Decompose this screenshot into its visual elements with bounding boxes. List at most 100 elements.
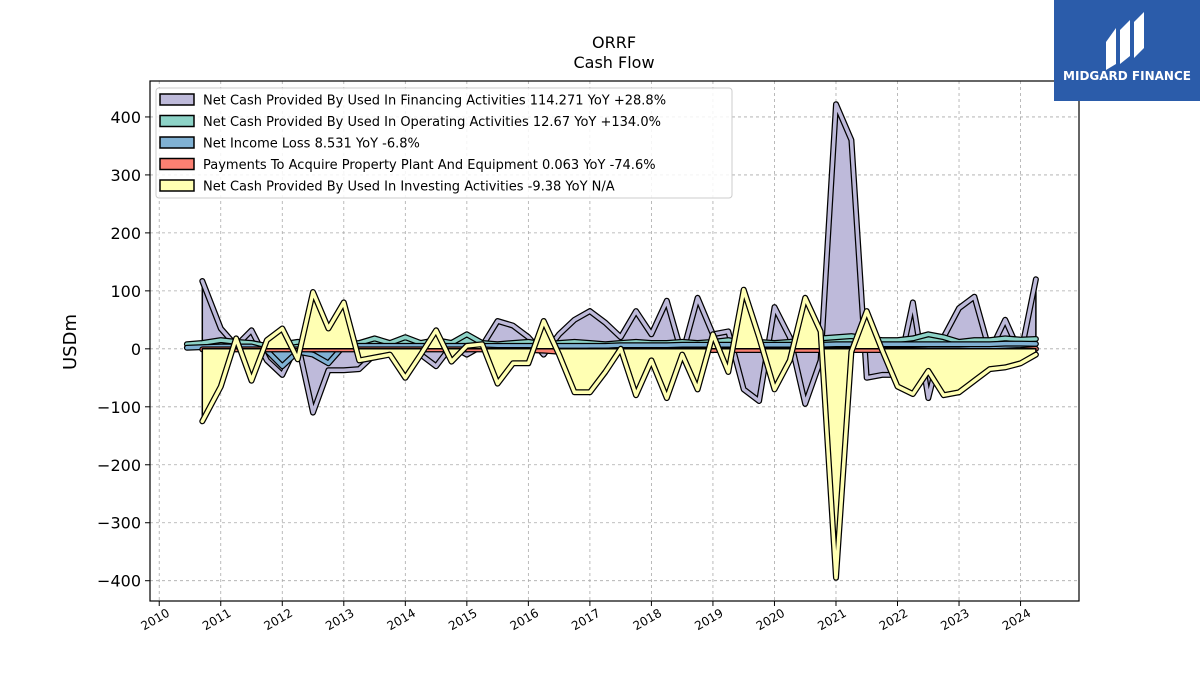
data-point	[804, 402, 807, 406]
data-point	[834, 343, 838, 346]
data-point	[927, 333, 930, 336]
y-tick-label: −400	[97, 572, 141, 591]
legend-entry: Net Income Loss 8.531 YoY -6.8%	[203, 137, 420, 152]
data-point	[834, 103, 838, 106]
data-point	[573, 318, 576, 321]
x-tick-label: 2024	[1000, 606, 1033, 633]
data-point	[327, 362, 330, 365]
data-point	[201, 279, 204, 283]
data-point	[373, 337, 376, 340]
data-point	[973, 295, 976, 298]
data-point	[927, 396, 930, 400]
data-point	[1034, 278, 1038, 281]
data-point	[788, 336, 791, 339]
data-point	[619, 336, 622, 339]
data-point	[896, 385, 899, 388]
legend-box	[155, 87, 733, 199]
series-layer	[183, 101, 1039, 581]
data-point	[942, 394, 945, 397]
legend-entry: Net Cash Provided By Used In Financing A…	[203, 94, 666, 109]
data-point	[973, 379, 976, 382]
data-point	[911, 343, 915, 346]
data-point	[358, 367, 361, 371]
data-point	[850, 334, 853, 338]
data-point	[696, 343, 699, 346]
data-point	[281, 373, 284, 377]
data-point	[604, 344, 607, 348]
data-point	[450, 360, 453, 363]
data-point	[511, 324, 515, 327]
data-point	[604, 370, 607, 374]
data-point	[927, 369, 930, 373]
data-point	[650, 333, 653, 336]
data-point	[973, 343, 976, 346]
data-point	[896, 338, 899, 342]
data-point	[634, 309, 638, 313]
x-tick-label: 2019	[692, 606, 725, 633]
data-point	[696, 388, 699, 391]
data-point	[342, 369, 345, 372]
y-tick-label: 100	[110, 282, 141, 301]
data-point	[850, 350, 853, 353]
data-point	[681, 353, 684, 356]
plot-frame	[149, 80, 1080, 602]
data-point	[250, 379, 253, 382]
legend-entry: Payments To Acquire Property Plant And E…	[203, 158, 656, 173]
data-point	[1034, 342, 1038, 346]
x-tick-label: 2022	[877, 606, 910, 633]
data-point	[434, 329, 438, 332]
legend-swatch	[159, 114, 195, 128]
data-point	[834, 336, 838, 339]
data-point	[219, 385, 222, 388]
data-point	[358, 359, 361, 362]
data-point	[496, 319, 499, 323]
data-point	[588, 309, 592, 313]
data-point	[911, 337, 915, 340]
data-point	[911, 392, 915, 396]
data-point	[927, 343, 930, 346]
logo-text: MIDGARD FINANCE	[1063, 69, 1191, 83]
x-tick-label: 2013	[323, 606, 356, 633]
chart-title: ORRF	[592, 33, 636, 52]
x-tick-label: 2020	[754, 606, 787, 633]
data-point	[834, 576, 838, 579]
data-point	[201, 341, 204, 345]
data-point	[219, 338, 222, 342]
x-tick-label: 2012	[262, 606, 295, 633]
data-point	[604, 321, 607, 324]
data-point	[311, 411, 315, 414]
y-tick-label: 200	[110, 224, 141, 243]
data-point	[185, 346, 189, 349]
data-point	[588, 344, 592, 348]
data-point	[496, 344, 499, 348]
legend: Net Cash Provided By Used In Financing A…	[155, 87, 733, 199]
data-point	[650, 344, 653, 347]
data-point	[265, 359, 269, 362]
x-tick-label: 2010	[139, 606, 172, 633]
data-point	[557, 333, 561, 336]
data-point	[1004, 342, 1007, 345]
data-point	[773, 305, 776, 309]
data-point	[788, 359, 791, 362]
data-point	[1034, 337, 1038, 341]
data-point	[465, 333, 468, 336]
data-point	[942, 336, 945, 339]
data-point	[788, 343, 791, 346]
data-point	[942, 343, 945, 346]
data-point	[573, 344, 576, 348]
data-point	[665, 344, 668, 347]
data-point	[1019, 342, 1022, 345]
data-point	[665, 299, 668, 302]
logo-mark-icon	[1106, 12, 1144, 70]
x-tick-label: 2021	[815, 606, 848, 633]
data-point	[465, 353, 468, 356]
data-point	[973, 338, 976, 342]
data-point	[265, 338, 269, 342]
data-point	[988, 338, 991, 342]
data-point	[496, 382, 499, 385]
data-point	[865, 309, 868, 313]
x-tick-label: 2023	[938, 606, 971, 633]
data-point	[434, 365, 438, 368]
data-point	[727, 330, 730, 333]
